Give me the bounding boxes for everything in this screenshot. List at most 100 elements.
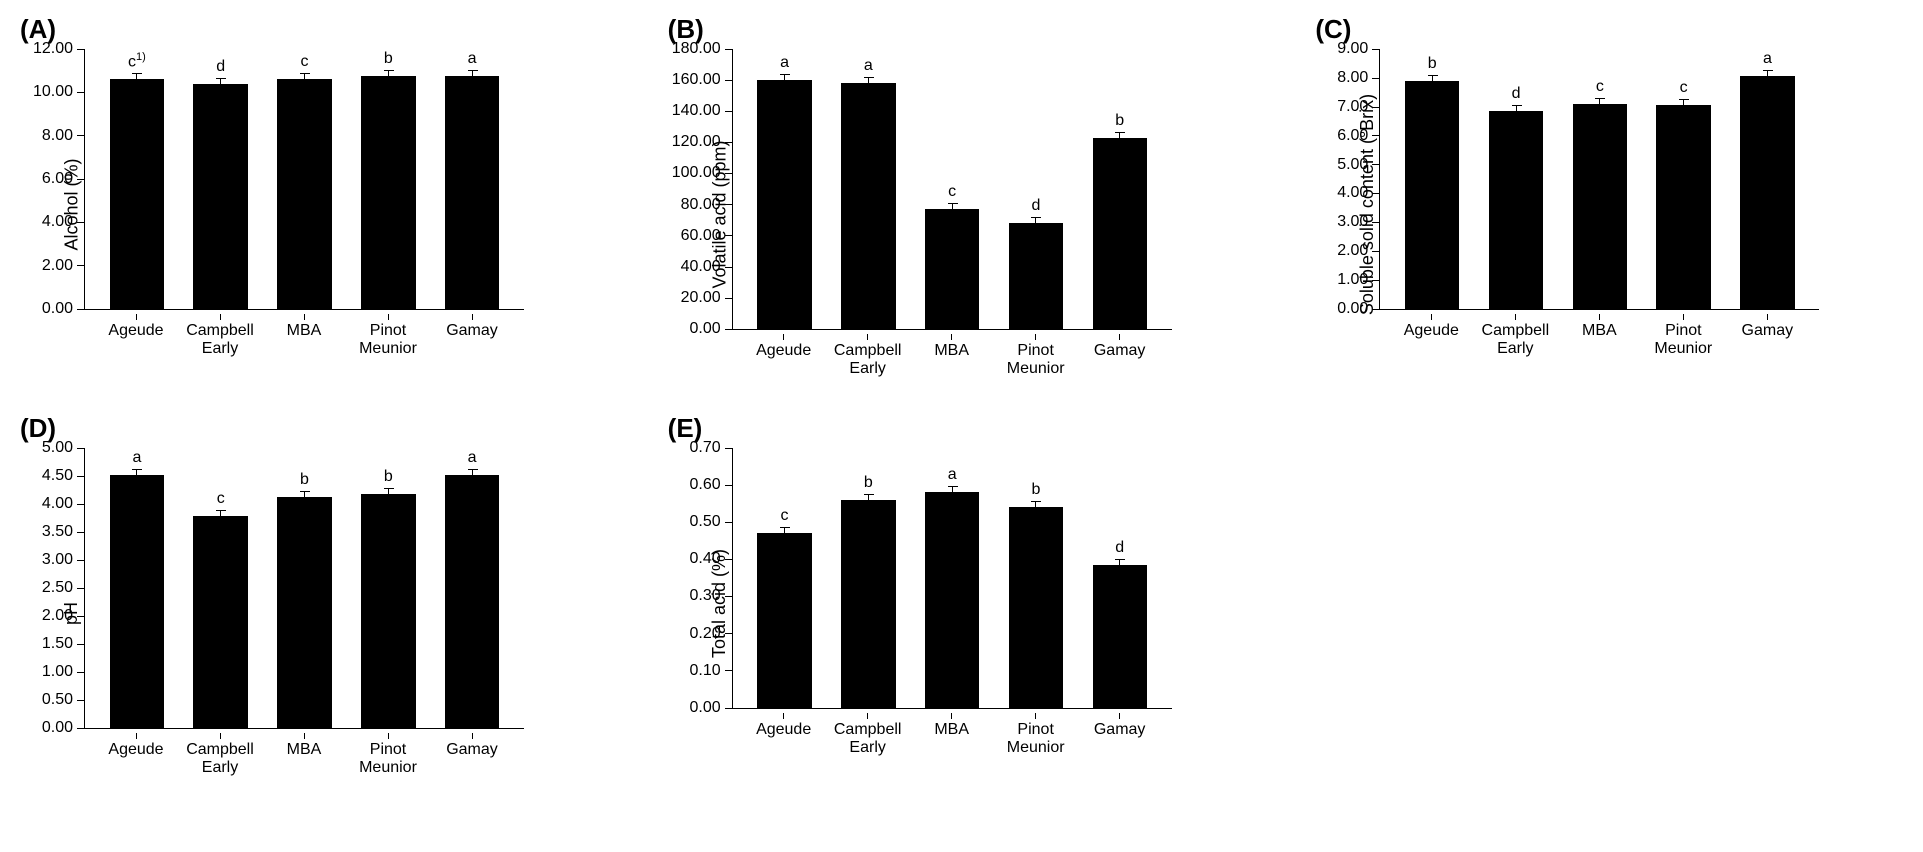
xtick-slot: PinotMeunior [346, 314, 430, 359]
ytick [1372, 135, 1380, 136]
ytick-label: 2.50 [42, 579, 73, 597]
ytick [1372, 49, 1380, 50]
bar [841, 83, 895, 329]
xtick-label: PinotMeunior [1007, 342, 1065, 379]
ytick-label: 9.00 [1337, 40, 1368, 58]
ytick [725, 329, 733, 330]
bar-slot: b [346, 50, 430, 309]
xtick-slot: Ageude [742, 334, 826, 379]
ytick-label: 0.10 [690, 662, 721, 680]
ytick [725, 485, 733, 486]
ytick [1372, 251, 1380, 252]
error-bar [472, 469, 473, 475]
bar [1009, 223, 1063, 329]
ytick-label: 0.00 [690, 699, 721, 717]
xtick-label: Gamay [1742, 322, 1794, 340]
bar-slot: a [430, 50, 514, 309]
ytick-label: 0.60 [690, 476, 721, 494]
ytick-label: 4.00 [42, 213, 73, 231]
ytick [725, 267, 733, 268]
bar-slot: a [95, 449, 179, 728]
ytick-label: 2.00 [42, 257, 73, 275]
ytick [77, 448, 85, 449]
error-bar [304, 73, 305, 79]
xtick-row-B: AgeudeCampbellEarlyMBAPinotMeuniorGamay [732, 330, 1172, 379]
ytick [77, 49, 85, 50]
xtick-slot: Ageude [94, 314, 178, 359]
xtick-label: Gamay [1094, 342, 1146, 360]
xtick-mark [1683, 314, 1684, 320]
ytick-label: 5.00 [1337, 156, 1368, 174]
xtick-slot: CampbellEarly [1473, 314, 1557, 359]
ytick [77, 265, 85, 266]
xtick-label: MBA [287, 741, 322, 759]
bar [925, 209, 979, 329]
ytick [77, 728, 85, 729]
xtick-label: Gamay [446, 322, 498, 340]
bar-annotation: d [1031, 197, 1040, 215]
ytick [77, 644, 85, 645]
ytick [725, 204, 733, 205]
xtick-slot: Gamay [1078, 334, 1162, 379]
xtick-label: PinotMeunior [1654, 322, 1712, 359]
error-bar [136, 73, 137, 79]
xtick-label: CampbellEarly [834, 721, 902, 758]
error-bar [472, 70, 473, 76]
bar-slot: b [994, 449, 1078, 708]
xtick-label: Ageude [756, 721, 811, 739]
error-bar [1035, 217, 1036, 223]
ytick [725, 708, 733, 709]
xtick-slot: Ageude [1389, 314, 1473, 359]
xtick-slot: MBA [910, 713, 994, 758]
bar-annotation: c1) [128, 51, 146, 71]
error-bar [1432, 75, 1433, 81]
bar-slot: b [1078, 50, 1162, 329]
error-cap [1679, 99, 1689, 100]
ytick-label: 2.00 [42, 607, 73, 625]
bar [841, 500, 895, 708]
chart-C: 0.001.002.003.004.005.006.007.008.009.00… [1379, 50, 1819, 359]
xtick-label: PinotMeunior [359, 741, 417, 778]
bars-E: cbabd [733, 449, 1172, 708]
bars-D: acbba [85, 449, 524, 728]
xtick-mark [951, 334, 952, 340]
bar-slot: d [994, 50, 1078, 329]
ytick-label: 8.00 [42, 127, 73, 145]
xtick-slot: Ageude [94, 733, 178, 778]
chart-wrap-D: pH0.000.501.001.502.002.503.003.504.004.… [60, 449, 608, 778]
chart-wrap-C: Soluble solid content (°Brix)0.001.002.0… [1355, 50, 1903, 359]
bar-slot: a [826, 50, 910, 329]
xtick-row-A: AgeudeCampbellEarlyMBAPinotMeuniorGamay [84, 310, 524, 359]
xtick-mark [304, 314, 305, 320]
bar [1656, 105, 1710, 309]
xtick-mark [867, 713, 868, 719]
ytick-label: 0.00 [1337, 300, 1368, 318]
ytick [77, 309, 85, 310]
bar-annotation: a [780, 54, 789, 72]
bar-slot: a [910, 449, 994, 708]
bars-B: aacdb [733, 50, 1172, 329]
error-bar [1683, 99, 1684, 105]
error-cap [948, 203, 958, 204]
error-cap [1115, 559, 1125, 560]
ytick-label: 12.00 [33, 40, 73, 58]
bar-annotation: b [1115, 112, 1124, 130]
error-cap [1763, 70, 1773, 71]
error-cap [864, 77, 874, 78]
bar [110, 475, 164, 728]
panel-C: (C)Soluble solid content (°Brix)0.001.00… [1315, 20, 1903, 379]
bar-slot: b [346, 449, 430, 728]
xtick-slot: Gamay [1725, 314, 1809, 359]
xtick-mark [783, 713, 784, 719]
xtick-slot: CampbellEarly [826, 713, 910, 758]
ytick-label: 120.00 [672, 133, 721, 151]
xtick-mark [220, 314, 221, 320]
xtick-slot: Gamay [430, 733, 514, 778]
ytick [725, 142, 733, 143]
xtick-slot: CampbellEarly [178, 314, 262, 359]
error-bar [784, 527, 785, 533]
plot-area-C: 0.001.002.003.004.005.006.007.008.009.00… [1379, 50, 1819, 310]
xtick-label: Ageude [108, 322, 163, 340]
ytick-label: 10.00 [33, 83, 73, 101]
error-cap [1428, 75, 1438, 76]
